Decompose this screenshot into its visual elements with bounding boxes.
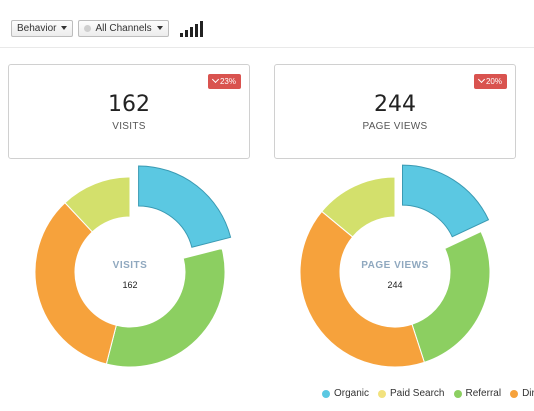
legend-label: Organic (334, 388, 370, 399)
visits-donut-title: VISITS (113, 260, 148, 271)
donut-slice-referral[interactable] (105, 247, 226, 368)
donut-slice-direct[interactable] (34, 202, 117, 365)
visits-donut-chart: VISITS 162 (34, 165, 232, 368)
chevron-down-icon (156, 26, 163, 30)
donut-slice-organic[interactable] (138, 165, 232, 248)
pageviews-card: 20% 244 PAGE VIEWS (274, 64, 516, 159)
donut-slice-referral[interactable] (411, 230, 491, 363)
legend-label: Dire (522, 388, 534, 399)
pageviews-label: PAGE VIEWS (362, 121, 428, 132)
visits-value: 162 (108, 92, 150, 117)
legend-item-paid-search[interactable]: Paid Search (378, 388, 445, 399)
pageviews-donut-chart: PAGE VIEWS 244 (299, 164, 491, 368)
toolbar: Behavior All Channels (11, 18, 203, 38)
pageviews-change-badge: 20% (473, 74, 507, 89)
donut-slice-direct[interactable] (299, 210, 425, 368)
chart-legend: Organic Paid Search Referral Dire (322, 388, 534, 399)
channels-dropdown-label: All Channels (95, 22, 152, 34)
legend-label: Paid Search (390, 388, 445, 399)
pageviews-change-value: 20% (485, 77, 502, 86)
pageviews-value: 244 (374, 92, 416, 117)
visits-donut-value: 162 (122, 280, 137, 290)
donut-slice-other[interactable] (321, 176, 396, 238)
behavior-dropdown-label: Behavior (17, 22, 57, 34)
legend-dot-icon (453, 389, 462, 398)
legend-item-referral[interactable]: Referral (453, 388, 502, 399)
legend-dot-icon (322, 389, 330, 398)
behavior-dropdown[interactable]: Behavior (11, 19, 74, 37)
chevron-down-icon (211, 75, 220, 84)
donut-slice-organic[interactable] (402, 164, 490, 238)
signal-bars-icon[interactable] (179, 20, 203, 37)
channel-dot-icon (84, 24, 92, 32)
legend-dot-icon (378, 389, 387, 398)
visits-label: VISITS (112, 121, 146, 132)
channels-dropdown[interactable]: All Channels (78, 19, 169, 37)
legend-item-organic[interactable]: Organic (322, 388, 369, 399)
pageviews-donut-value: 244 (387, 280, 402, 290)
visits-change-badge: 23% (207, 74, 241, 89)
donut-slice-other[interactable] (64, 176, 131, 233)
legend-label: Referral (465, 388, 502, 399)
legend-item-direct[interactable]: Dire (510, 388, 534, 399)
chevron-down-icon (61, 26, 68, 30)
toolbar-divider (0, 47, 534, 48)
visits-change-value: 23% (219, 77, 236, 86)
chevron-down-icon (477, 75, 486, 84)
visits-card: 23% 162 VISITS (8, 64, 250, 159)
legend-dot-icon (510, 389, 519, 398)
pageviews-donut-title: PAGE VIEWS (361, 260, 429, 271)
